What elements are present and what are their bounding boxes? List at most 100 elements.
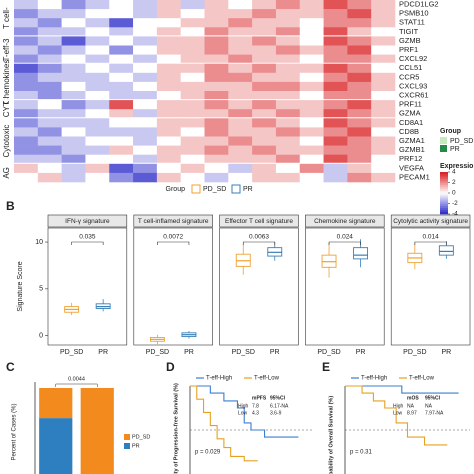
- heatmap-cell: [299, 9, 324, 19]
- heatmap-cell: [133, 145, 158, 155]
- heatmap-cell: [347, 109, 372, 119]
- heatmap-cell: [275, 81, 301, 92]
- heatmap-cell: [156, 9, 181, 19]
- legend-swatch: [440, 137, 447, 144]
- heatmap-cell: [37, 118, 62, 128]
- heatmap-cell: [85, 163, 110, 174]
- heatmap-cell: [109, 91, 134, 101]
- survival-curve: [190, 385, 258, 462]
- heatmap-cell: [85, 81, 110, 92]
- heatmap-cell: [109, 163, 134, 174]
- legend-swatch: [440, 145, 447, 152]
- heatmap-cell: [252, 145, 277, 155]
- heatmap-cell: [85, 36, 110, 46]
- heatmap-cell: [109, 0, 134, 10]
- heatmap-cell: [109, 63, 134, 74]
- legend-title: Group: [440, 128, 461, 135]
- y-axis-label: Signature Score: [17, 261, 24, 311]
- heatmap-cell: [204, 18, 229, 28]
- legend-swatch: [191, 184, 201, 194]
- heatmap-cell: [299, 54, 324, 64]
- heatmap-cell: [14, 163, 39, 174]
- heatmap-cell: [109, 9, 134, 19]
- heatmap-cell: [204, 163, 229, 174]
- table-header: 95%CI: [425, 395, 441, 401]
- heatmap-cell: [228, 45, 253, 55]
- heatmap-cell: [156, 91, 181, 101]
- x-tick-label: PR: [356, 349, 366, 356]
- heatmap-cell: [109, 154, 134, 165]
- heatmap-cell: [228, 154, 253, 165]
- heatmap-cell: [204, 9, 229, 19]
- heatmap-cell: [299, 91, 324, 101]
- heatmap-cell: [61, 172, 86, 183]
- heatmap-cell: [275, 127, 301, 137]
- heatmap-cell: [252, 27, 277, 37]
- heatmap-cell: [37, 154, 62, 165]
- heatmap-cell: [85, 9, 110, 19]
- heatmap-cell: [61, 109, 86, 119]
- heatmap-cell: [37, 36, 62, 46]
- panel-label: E: [322, 360, 330, 374]
- heatmap-cell: [347, 63, 372, 74]
- heatmap-cell: [252, 118, 277, 128]
- heatmap-cell: [228, 27, 253, 37]
- heatmap-cell: [109, 145, 134, 155]
- heatmap-cell: [371, 63, 396, 74]
- colorbar-step: [440, 184, 448, 187]
- heatmap-cell: [61, 136, 86, 146]
- heatmap-cell: [133, 163, 158, 174]
- heatmap-cell: [133, 81, 158, 92]
- p-bracket: [328, 241, 361, 245]
- heatmap-cell: [133, 63, 158, 74]
- heatmap-cell: [180, 45, 205, 55]
- heatmap-cell: [37, 109, 62, 119]
- heatmap-cell: [252, 45, 277, 55]
- colorbar-tick-label: 0: [452, 190, 456, 197]
- heatmap-cell: [180, 72, 205, 83]
- heatmap-cell: [37, 136, 62, 146]
- heatmap-cell: [180, 27, 205, 37]
- row-label: CXCL93: [399, 81, 427, 90]
- heatmap-cell: [61, 100, 86, 110]
- facet-strip: [390, 214, 471, 228]
- heatmap-cell: [347, 54, 372, 64]
- heatmap-cell: [85, 154, 110, 165]
- heatmap-cell: [61, 18, 86, 28]
- row-group-label: T cell-: [2, 7, 11, 29]
- x-tick-label: PR: [441, 349, 451, 356]
- heatmap-cell: [37, 63, 62, 74]
- heatmap-cell: [228, 72, 253, 83]
- heatmap-cell: [204, 136, 229, 146]
- heatmap-cell: [252, 54, 277, 64]
- heatmap-cell: [371, 118, 396, 128]
- heatmap-cell: [14, 172, 39, 183]
- heatmap-cell: [109, 172, 134, 183]
- heatmap-cell: [347, 163, 372, 174]
- colorbar-tick-label: -2: [452, 200, 458, 207]
- heatmap-cell: [180, 100, 205, 110]
- colorbar-step: [440, 172, 448, 175]
- box-body: [353, 247, 369, 260]
- heatmap-cell: [275, 91, 301, 101]
- heatmap-cell: [228, 81, 253, 92]
- colorbar-title: Expression: [440, 163, 474, 170]
- heatmap-cell: [371, 100, 396, 110]
- heatmap-cell: [252, 109, 277, 119]
- colorbar-step: [440, 186, 448, 190]
- heatmap-cell: [371, 0, 396, 10]
- y-axis-label: Percent of Cases (%): [12, 403, 18, 460]
- row-label: GZMB1: [399, 145, 425, 154]
- heatmap-cell: [323, 109, 348, 119]
- heatmap-cell: [180, 136, 205, 146]
- heatmap-cell: [85, 54, 110, 64]
- heatmap-cell: [14, 109, 39, 119]
- heatmap-cell: [371, 172, 396, 183]
- legend-label: PR: [450, 146, 460, 153]
- p-value: 0.024: [337, 234, 354, 241]
- legend-swatch: [124, 434, 130, 440]
- heatmap-cell: [323, 72, 348, 83]
- heatmap-cell: [133, 54, 158, 64]
- heatmap-cell: [180, 118, 205, 128]
- heatmap-cell: [228, 136, 253, 146]
